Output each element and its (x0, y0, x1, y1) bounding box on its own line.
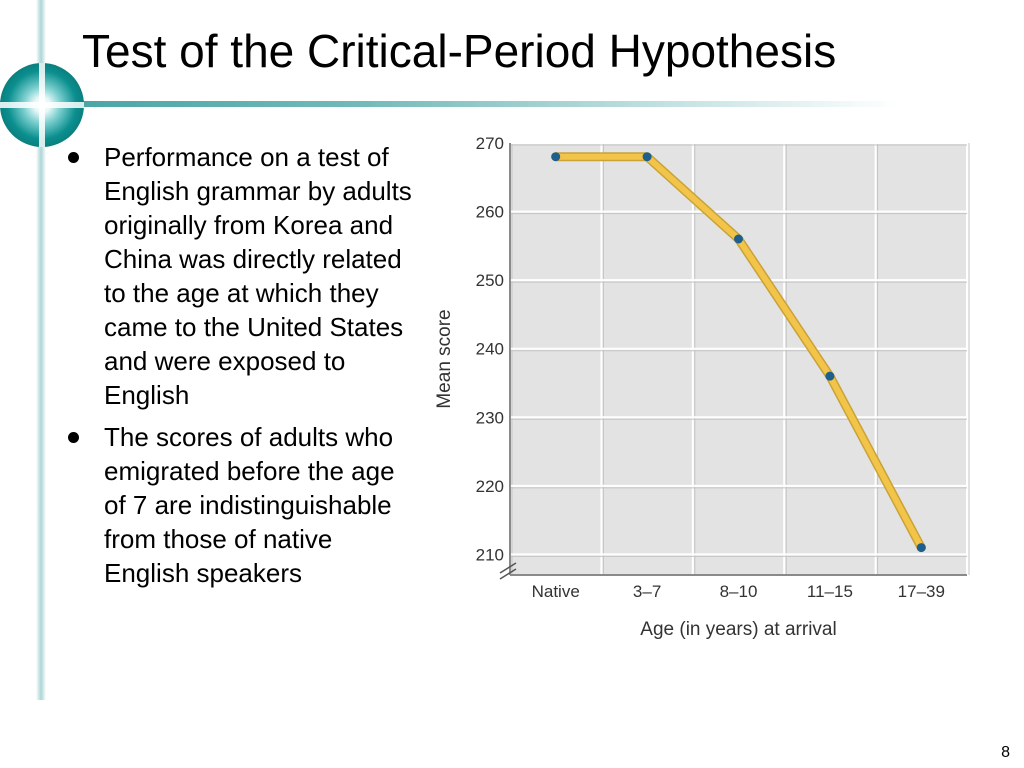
bullet-icon (68, 432, 79, 443)
y-tick-label: 240 (476, 340, 504, 359)
y-tick-label: 230 (476, 408, 504, 427)
bullet-icon (68, 152, 79, 163)
x-axis-label: Age (in years) at arrival (640, 619, 836, 640)
bullet-text: Performance on a test of English grammar… (104, 142, 412, 410)
x-tick-label: 3–7 (633, 582, 661, 601)
data-point (825, 371, 835, 381)
x-tick-label: 17–39 (898, 582, 945, 601)
y-tick-label: 270 (476, 134, 504, 153)
bullet-text: The scores of adults who emigrated befor… (104, 422, 395, 588)
x-tick-label: 8–10 (720, 582, 758, 601)
decorative-vertical-line (36, 0, 46, 700)
plot-background (510, 143, 967, 575)
axis-break-mark (499, 568, 517, 580)
y-tick-label: 220 (476, 477, 504, 496)
slide-title: Test of the Critical-Period Hypothesis (82, 25, 837, 77)
line-chart: 210 220 230 240 250 260 270 Native 3–7 8–10 11–15 1… (434, 134, 970, 640)
y-axis-label: Mean score (434, 309, 455, 408)
y-tick-label: 210 (476, 545, 504, 564)
y-tick-label: 250 (476, 271, 504, 290)
data-point (916, 543, 926, 553)
y-tick-label: 260 (476, 203, 504, 222)
data-point (734, 234, 743, 244)
decorative-horizontal-line (0, 101, 900, 107)
axis-break-mark (499, 562, 517, 574)
emblem-cross-horizontal (0, 102, 84, 108)
x-tick-label: 11–15 (807, 582, 853, 601)
bullet-item: The scores of adults who emigrated befor… (62, 420, 412, 590)
data-point (642, 152, 652, 162)
bullet-list: Performance on a test of English grammar… (62, 140, 412, 598)
data-point (551, 152, 561, 162)
bullet-item: Performance on a test of English grammar… (62, 140, 412, 412)
page-number: 8 (1001, 744, 1010, 761)
x-tick-label: Native (532, 582, 580, 601)
